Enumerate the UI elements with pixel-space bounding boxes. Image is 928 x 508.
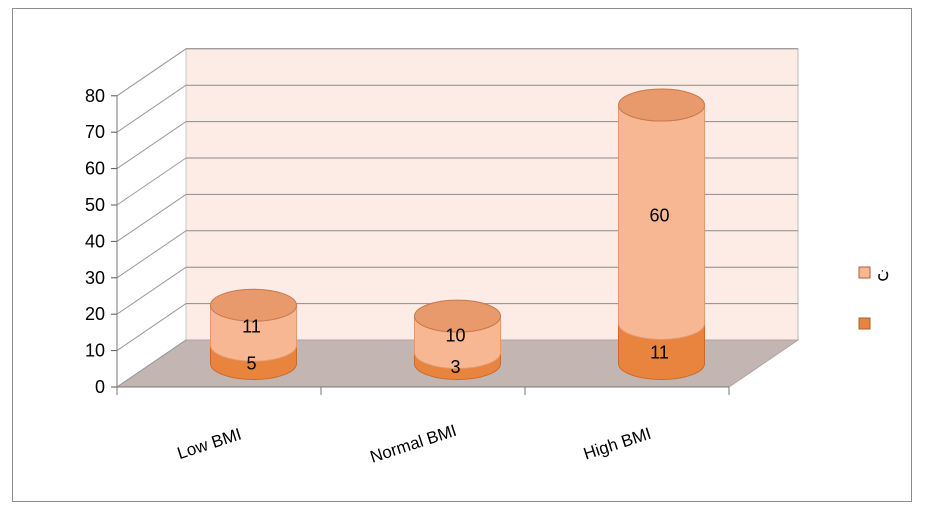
gridline-side [116, 48, 187, 97]
bar-stack-low-bmi: 5 11 [210, 288, 297, 380]
bar-top-cap [414, 299, 501, 333]
gridline-side [116, 266, 187, 315]
bmi-cylinder-chart: 0 10 20 30 40 50 60 70 80 5 11 Low BMI 3 10 Normal BMI… [85, 47, 889, 467]
legend-swatch [858, 317, 871, 330]
legend-swatch [858, 266, 871, 279]
bar-top-cap [210, 288, 297, 322]
y-tick-label: 70 [85, 122, 105, 142]
legend-label: ن [877, 263, 889, 282]
gridline-side [116, 193, 187, 242]
y-tick-label: 80 [85, 86, 105, 106]
y-tick-label: 50 [85, 195, 105, 215]
chart-frame: 0 10 20 30 40 50 60 70 80 5 11 Low BMI 3 10 Normal BMI… [12, 8, 912, 502]
data-label: 60 [649, 205, 669, 225]
data-label: 5 [246, 353, 256, 373]
y-tick-label: 60 [85, 159, 105, 179]
data-label: 11 [650, 342, 669, 362]
legend: ن [858, 263, 889, 330]
data-label: 10 [445, 325, 465, 345]
gridline-side [116, 157, 187, 206]
y-tick-label: 30 [85, 268, 105, 288]
data-label: 11 [242, 316, 261, 336]
gridline-side [116, 121, 187, 170]
gridline-side [116, 339, 187, 388]
data-label: 3 [450, 357, 460, 377]
bar-top-cap [618, 88, 705, 122]
x-category-label: Normal BMI [368, 421, 459, 467]
y-tick-label: 10 [85, 341, 105, 361]
gridline-side [116, 84, 187, 133]
y-tick-label: 20 [85, 304, 105, 324]
y-tick-label: 40 [85, 231, 105, 251]
y-tick-label: 0 [95, 377, 105, 397]
bar-stack-normal-bmi: 3 10 [414, 299, 501, 380]
gridline-side [116, 230, 187, 279]
gridline-side [116, 303, 187, 352]
bar-stack-high-bmi: 11 60 [618, 88, 705, 380]
x-category-label: High BMI [581, 424, 653, 464]
x-category-label: Low BMI [175, 425, 244, 464]
